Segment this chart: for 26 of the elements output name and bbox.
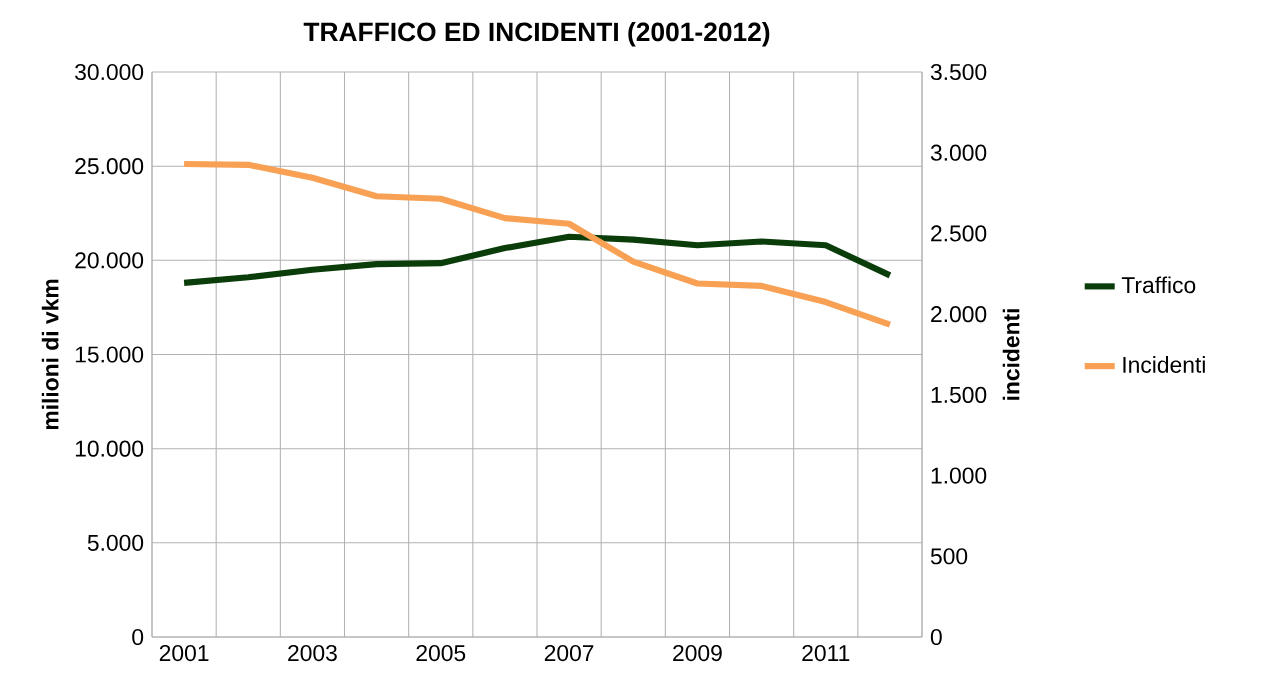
- y-tick-label: 0: [132, 628, 144, 646]
- y2-axis-title: incidenti: [1002, 309, 1020, 400]
- y2-tick-label: 1.000: [931, 467, 987, 484]
- y-tick-label: 15.000: [75, 346, 144, 363]
- y2-tick-label: 500: [930, 548, 968, 565]
- y2-tick-label: 3.500: [930, 63, 987, 81]
- x-tick-label: 2011: [802, 644, 850, 662]
- y2-tick-label: 2.500: [931, 225, 987, 242]
- x-tick-label: 2003: [288, 644, 337, 662]
- x-tick-label: 2007: [544, 644, 594, 662]
- y-tick-label: 10.000: [75, 440, 144, 457]
- y2-tick-label: 0: [930, 628, 942, 646]
- legend-label: Traffico: [1121, 276, 1196, 294]
- x-tick-label: 2001: [159, 644, 209, 662]
- chart-title: TRAFFICO ED INCIDENTI (2001-2012): [303, 21, 770, 47]
- legend-label: Incidenti: [1123, 356, 1205, 373]
- y2-tick-label: 1.500: [931, 386, 987, 403]
- y-tick-label: 5.000: [87, 534, 144, 551]
- y-axis-title: milioni di vkm: [41, 279, 59, 430]
- y-tick-label: 30.000: [75, 63, 144, 81]
- y-tick-label: 20.000: [75, 252, 144, 269]
- x-tick-label: 2009: [673, 644, 722, 662]
- y-tick-label: 25.000: [75, 158, 144, 175]
- y2-tick-label: 3.000: [930, 144, 987, 161]
- x-tick-label: 2005: [416, 644, 466, 662]
- y2-tick-label: 2.000: [931, 306, 987, 323]
